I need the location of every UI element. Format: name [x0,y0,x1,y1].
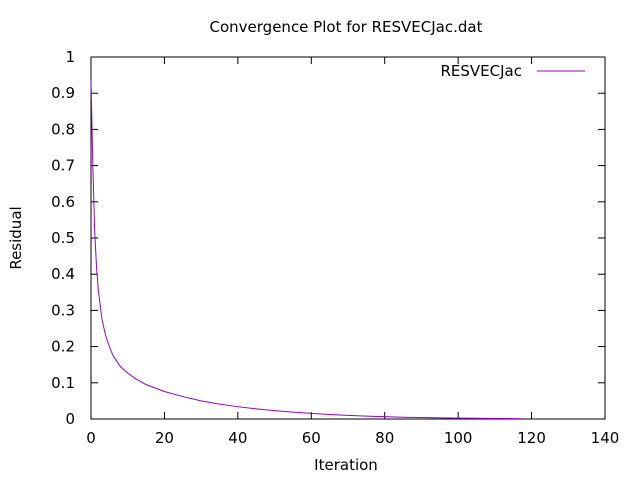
y-tick-label: 0.4 [51,265,75,283]
y-tick-label: 0.9 [51,84,75,102]
x-tick-label: 100 [444,429,473,447]
x-tick-label: 120 [517,429,546,447]
x-tick-label: 20 [155,429,174,447]
y-tick-label: 0.6 [51,193,75,211]
legend-label-resvecjac: RESVECJac [441,62,523,80]
y-tick-label: 0.3 [51,301,75,319]
y-tick-label: 0.7 [51,157,75,175]
y-axis-label: Residual [7,206,25,269]
y-tick-label: 0.1 [51,374,75,392]
legend: RESVECJac [441,62,585,80]
series-group [90,80,521,420]
x-tick-label: 80 [375,429,394,447]
y-tick-label: 0.2 [51,338,75,356]
y-tick-label: 1 [65,48,75,66]
x-axis-label: Iteration [314,456,378,474]
y-tick-label: 0.8 [51,120,75,138]
series-line-resvecjac [90,80,521,420]
x-tick-label: 0 [86,429,96,447]
plot-frame [90,56,606,420]
tick-labels: 0 20 40 60 80 100 120 140 0 0.1 0.2 0.3 0.4 0.5 0.6 0.7… [51,48,619,447]
x-tick-label: 60 [302,429,321,447]
axis-ticks [90,56,606,420]
y-tick-label: 0 [65,410,75,428]
x-tick-label: 40 [228,429,247,447]
chart-title: Convergence Plot for RESVECJac.dat [210,18,483,36]
y-tick-label: 0.5 [51,229,75,247]
x-tick-label: 140 [591,429,620,447]
